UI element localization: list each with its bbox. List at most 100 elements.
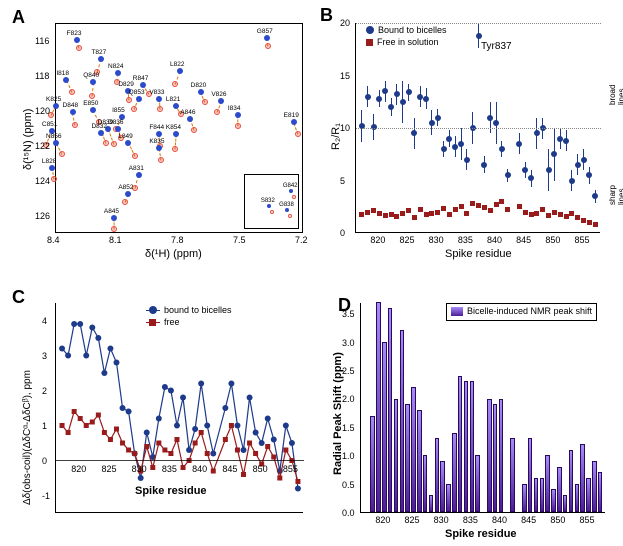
free-point — [476, 203, 481, 208]
residue-label: K825 — [46, 96, 61, 103]
residue-label: Q840 — [83, 72, 99, 79]
peak-shift-bar — [499, 399, 504, 513]
legend-c-bound: bound to bicelles — [164, 305, 232, 315]
bound-peak — [70, 109, 76, 115]
bound-point — [505, 172, 511, 178]
residue-label: L828 — [42, 158, 56, 165]
peak-shift-bar — [534, 478, 539, 512]
legend-d: Bicelle-induced NMR peak shift — [467, 306, 592, 316]
free-point — [371, 208, 376, 213]
free-point — [523, 210, 528, 215]
free-peak — [122, 199, 128, 205]
free-peak — [132, 153, 138, 159]
free-peak — [191, 127, 197, 133]
legend-c-free: free — [164, 317, 180, 327]
free-point — [394, 214, 399, 219]
peak-shift-bar — [470, 381, 475, 512]
bound-point — [382, 88, 388, 94]
bound-point — [534, 130, 540, 136]
peak-shift-bar — [423, 455, 428, 512]
bound-point — [435, 115, 441, 121]
peak-shift-bar — [388, 308, 393, 512]
peak-shift-bar — [376, 302, 381, 512]
panel-b-label: B — [320, 5, 333, 26]
panel-c-label: C — [12, 287, 25, 308]
legend-free: Free in solution — [377, 37, 439, 47]
bound-peak — [156, 131, 162, 137]
residue-label: D832 — [91, 123, 107, 130]
free-peak — [214, 109, 220, 115]
peak-shift-bar — [569, 450, 574, 512]
peak-shift-bar — [510, 438, 515, 512]
bound-point — [371, 124, 377, 130]
panel-a-xlabel: δ(¹H) (ppm) — [145, 248, 202, 260]
free-point — [412, 215, 417, 220]
free-point — [441, 206, 446, 211]
residue-label: D836 — [108, 119, 124, 126]
bound-point — [411, 130, 417, 136]
residue-label: N856 — [46, 133, 62, 140]
free-peak — [126, 97, 132, 103]
free-point — [593, 222, 598, 227]
free-point — [564, 214, 569, 219]
panel-c-ylabel: Δδ(obs-coil)(ΔδCᵅ-ΔδCᵝ), ppm — [22, 370, 33, 505]
panel-c: C bound to bicelles free Spike residue Δ… — [10, 285, 310, 540]
bound-point — [458, 141, 464, 147]
free-point — [540, 207, 545, 212]
free-peak — [59, 151, 65, 157]
peak-shift-bar — [446, 484, 451, 512]
peak-shift-bar — [400, 330, 405, 512]
peak-shift-bar — [370, 416, 375, 512]
free-peak — [89, 93, 95, 99]
bound-point — [464, 157, 470, 163]
panel-b-legend: Bound to bicelles Free in solution — [366, 25, 447, 49]
peak-shift-bar — [440, 461, 445, 512]
bound-peak — [111, 215, 117, 221]
peak-shift-bar — [540, 478, 545, 512]
free-peak — [103, 140, 109, 146]
residue-label: I855 — [112, 107, 125, 114]
bound-peak — [177, 68, 183, 74]
bound-peak — [74, 37, 80, 43]
residue-label: L849 — [118, 133, 132, 140]
bound-point — [446, 136, 452, 142]
bound-point — [522, 167, 528, 173]
panel-a-inset: S832G842G838 — [244, 174, 299, 229]
free-point — [389, 212, 394, 217]
panel-a-ylabel: δ(¹⁵N) (ppm) — [22, 109, 34, 170]
residue-label: C851 — [42, 121, 58, 128]
peak-shift-bar — [417, 410, 422, 512]
peak-shift-bar — [528, 438, 533, 512]
free-peak — [111, 141, 117, 147]
free-point — [464, 211, 469, 216]
bound-point — [406, 89, 412, 95]
bound-point — [546, 167, 552, 173]
peak-shift-bar — [382, 342, 387, 512]
residue-label: N824 — [108, 63, 124, 70]
bound-point — [376, 96, 382, 102]
peak-shift-bar — [405, 404, 410, 512]
tyr837-label: Tyr837 — [481, 41, 512, 52]
free-point — [505, 207, 510, 212]
peak-shift-bar — [598, 472, 603, 512]
free-point — [546, 213, 551, 218]
peak-shift-bar — [575, 484, 580, 512]
free-peak — [157, 106, 163, 112]
bound-peak — [49, 165, 55, 171]
residue-label: I834 — [228, 105, 241, 112]
peak-shift-bar — [435, 438, 440, 512]
bound-point — [441, 146, 447, 152]
bound-point — [575, 162, 581, 168]
free-point — [365, 210, 370, 215]
bound-point — [516, 141, 522, 147]
bound-peak — [53, 140, 59, 146]
panel-a-label: A — [12, 7, 25, 28]
residue-label: L821 — [166, 96, 180, 103]
bound-peak — [98, 56, 104, 62]
free-point — [429, 211, 434, 216]
free-peak — [69, 89, 75, 95]
panel-d-legend: Bicelle-induced NMR peak shift — [446, 303, 597, 321]
panel-d-xlabel: Spike residue — [445, 528, 517, 540]
bound-point — [586, 172, 592, 178]
residue-label: A845 — [104, 208, 119, 215]
